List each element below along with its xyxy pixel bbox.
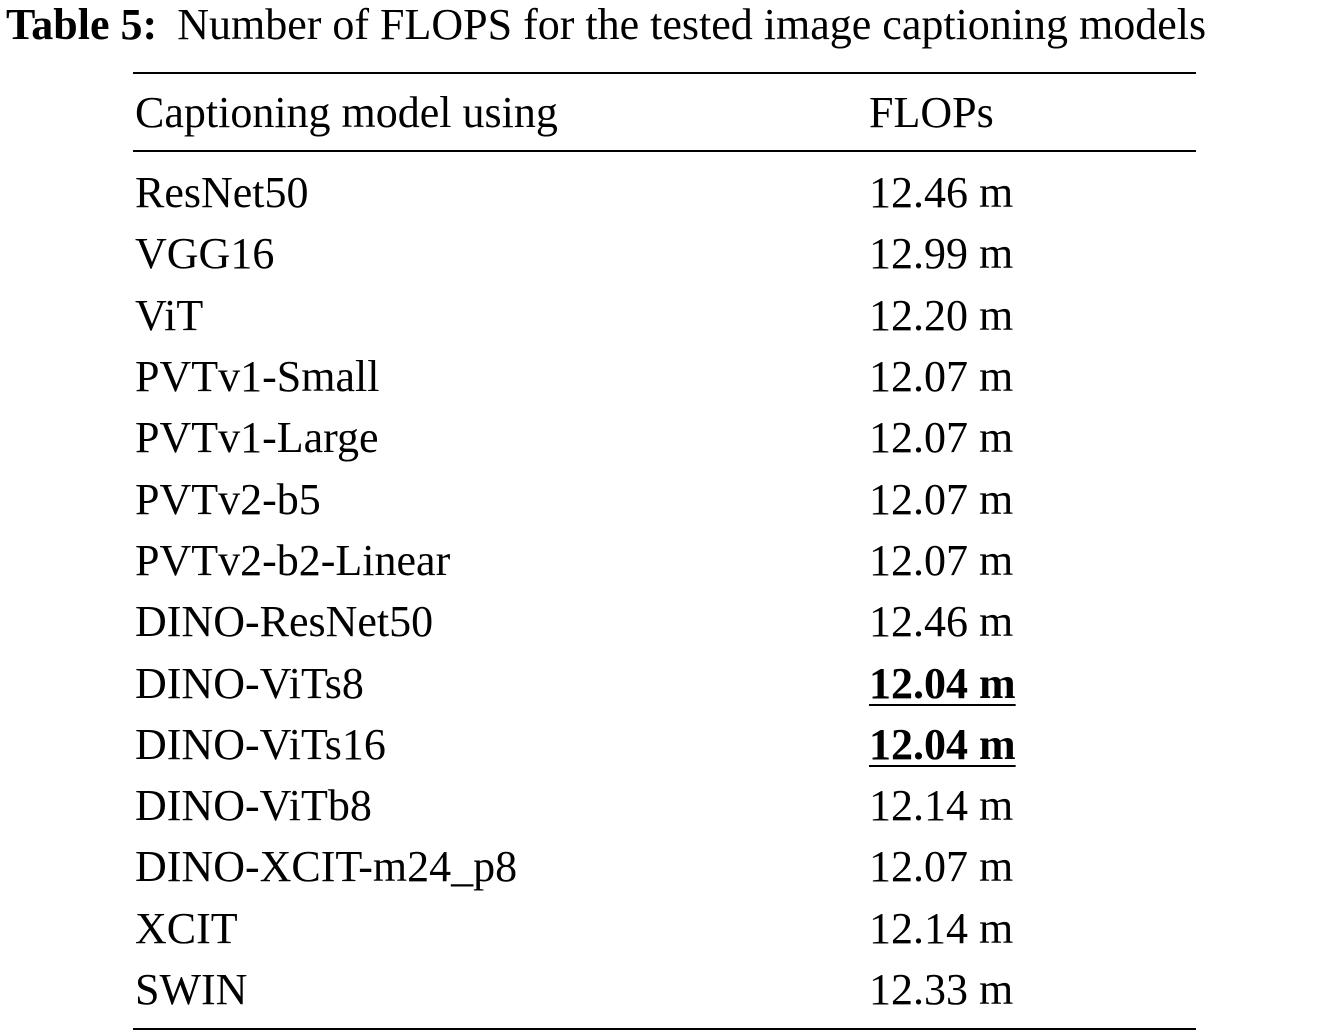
table-row: PVTv1-Small 12.07 m <box>133 346 1196 407</box>
cell-flops-best: 12.04 m <box>869 658 1016 708</box>
header-flops: FLOPs <box>869 87 994 137</box>
table-caption: Table 5: Number of FLOPS for the tested i… <box>6 0 1206 50</box>
cell-flops: 12.20 m <box>869 290 1014 340</box>
cell-model: XCIT <box>135 903 238 953</box>
table-row: DINO-ViTs8 12.04 m <box>133 652 1196 713</box>
table-row: PVTv2-b5 12.07 m <box>133 468 1196 529</box>
cell-model: DINO-ViTb8 <box>135 781 372 831</box>
table-top-rule <box>133 72 1196 74</box>
table-body: ResNet50 12.46 m VGG16 12.99 m ViT 12.20 m PVT… <box>133 152 1196 1028</box>
cell-flops: 12.46 m <box>869 168 1014 218</box>
table-row: SWIN 12.33 m <box>133 959 1196 1020</box>
cell-model: PVTv2-b2-Linear <box>135 535 451 585</box>
cell-flops: 12.07 m <box>869 535 1014 585</box>
cell-flops: 12.07 m <box>869 474 1014 524</box>
table-row: XCIT 12.14 m <box>133 898 1196 959</box>
cell-flops: 12.99 m <box>869 229 1014 279</box>
cell-flops: 12.33 m <box>869 965 1014 1014</box>
cell-model: ResNet50 <box>135 168 309 218</box>
table-row: DINO-ViTs16 12.04 m <box>133 714 1196 775</box>
cell-flops-best: 12.04 m <box>869 719 1016 769</box>
cell-model: PVTv1-Large <box>135 413 379 463</box>
cell-model: PVTv1-Small <box>135 352 380 402</box>
header-model: Captioning model using <box>135 87 558 137</box>
cell-flops: 12.46 m <box>869 597 1014 647</box>
table-row: ResNet50 12.46 m <box>133 162 1196 223</box>
table-row: DINO-ResNet50 12.46 m <box>133 591 1196 652</box>
cell-model: PVTv2-b5 <box>135 474 321 524</box>
cell-flops: 12.07 m <box>869 413 1014 463</box>
cell-model: ViT <box>135 290 204 340</box>
table-row: DINO-XCIT-m24_p8 12.07 m <box>133 836 1196 897</box>
cell-model: DINO-ViTs16 <box>135 719 386 769</box>
flops-table: Captioning model using FLOPs ResNet50 12.… <box>133 72 1196 1030</box>
table-row: PVTv2-b2-Linear 12.07 m <box>133 530 1196 591</box>
table-row: PVTv1-Large 12.07 m <box>133 407 1196 468</box>
cell-flops: 12.07 m <box>869 352 1014 402</box>
table-row: ViT 12.20 m <box>133 285 1196 346</box>
cell-model: VGG16 <box>135 229 275 279</box>
table-row: VGG16 12.99 m <box>133 223 1196 284</box>
table-header-rule <box>133 150 1196 152</box>
cell-model: DINO-ViTs8 <box>135 658 364 708</box>
table-header-row: Captioning model using FLOPs <box>133 74 1196 150</box>
cell-model: SWIN <box>135 965 248 1014</box>
cell-flops: 12.14 m <box>869 903 1014 953</box>
cell-flops: 12.14 m <box>869 781 1014 831</box>
cell-model: DINO-ResNet50 <box>135 597 434 647</box>
cell-flops: 12.07 m <box>869 842 1014 892</box>
cell-model: DINO-XCIT-m24_p8 <box>135 842 518 892</box>
table-caption-label: Table 5: <box>6 0 158 49</box>
table-caption-text: Number of FLOPS for the tested image cap… <box>177 0 1207 49</box>
table-row: DINO-ViTb8 12.14 m <box>133 775 1196 836</box>
